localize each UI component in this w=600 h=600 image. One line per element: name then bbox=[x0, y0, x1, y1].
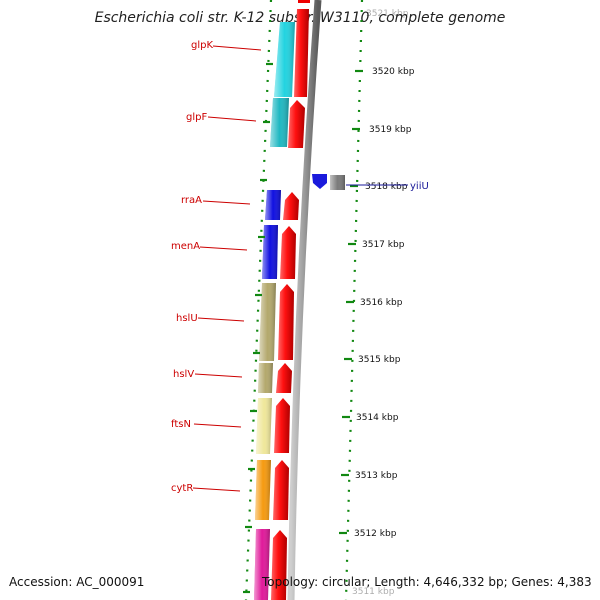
cds-arrow[interactable] bbox=[283, 192, 299, 220]
cds-arrow[interactable] bbox=[288, 100, 305, 148]
scale-label-3512: 3512 kbp bbox=[354, 529, 397, 539]
scale-label-3515: 3515 kbp bbox=[358, 355, 401, 365]
scale-label-3517: 3517 kbp bbox=[362, 240, 405, 250]
scale-label-3516: 3516 kbp bbox=[360, 298, 403, 308]
outer-tick-ring bbox=[344, 0, 364, 600]
gene-labels: glpK glpF rraA menA hslU hslV ftsN cytR bbox=[171, 40, 262, 494]
genome-summary: Topology: circular; Length: 4,646,332 bp… bbox=[262, 575, 592, 589]
scale-label-3519: 3519 kbp bbox=[369, 125, 412, 135]
gene-label-glpK[interactable]: glpK bbox=[191, 40, 213, 51]
gene-label-cytR[interactable]: cytR bbox=[171, 483, 193, 494]
backbone-ring bbox=[287, 0, 322, 600]
inner-tick-ring bbox=[244, 0, 273, 600]
cds-arrow[interactable] bbox=[271, 530, 287, 600]
cds-arrow[interactable] bbox=[273, 460, 289, 520]
scale-label-3518: 3518 kbp bbox=[365, 182, 408, 192]
inner-major-ticks bbox=[243, 62, 273, 594]
gene-label-menA[interactable]: menA bbox=[171, 241, 200, 252]
gene-label-rraA[interactable]: rraA bbox=[181, 195, 202, 206]
cds-arrow[interactable] bbox=[274, 398, 290, 453]
scale-label-3520: 3520 kbp bbox=[372, 67, 415, 77]
scale-label-3511: 3511 kbp bbox=[352, 587, 395, 597]
gene-label-hslV[interactable]: hslV bbox=[173, 369, 194, 380]
gene-label-yiiU[interactable]: yiiU bbox=[410, 181, 429, 192]
cds-arrow[interactable] bbox=[278, 284, 294, 360]
cds-arrow[interactable] bbox=[276, 363, 292, 393]
scale-labels: 3521 kbp 3520 kbp 3519 kbp 3518 kbp 3517… bbox=[352, 9, 415, 597]
cds-arrow[interactable] bbox=[294, 9, 309, 97]
gene-label-glpF[interactable]: glpF bbox=[186, 112, 207, 123]
gene-label-ftsN[interactable]: ftsN bbox=[171, 419, 191, 430]
scale-label-3513: 3513 kbp bbox=[355, 471, 398, 481]
gene-arrow-yiiU[interactable] bbox=[312, 174, 327, 189]
outer-major-ticks bbox=[339, 69, 363, 535]
gene-label-hslU[interactable]: hslU bbox=[176, 313, 198, 324]
cds-arrow[interactable] bbox=[280, 226, 296, 279]
cds-track bbox=[271, 0, 310, 600]
scale-label-3521: 3521 kbp bbox=[366, 9, 409, 19]
accession-label: Accession: AC_000091 bbox=[9, 575, 145, 589]
gene-track bbox=[254, 22, 295, 600]
cds-arrow[interactable] bbox=[298, 0, 310, 3]
plus-strand-features bbox=[312, 174, 345, 190]
scale-label-3514: 3514 kbp bbox=[356, 413, 399, 423]
